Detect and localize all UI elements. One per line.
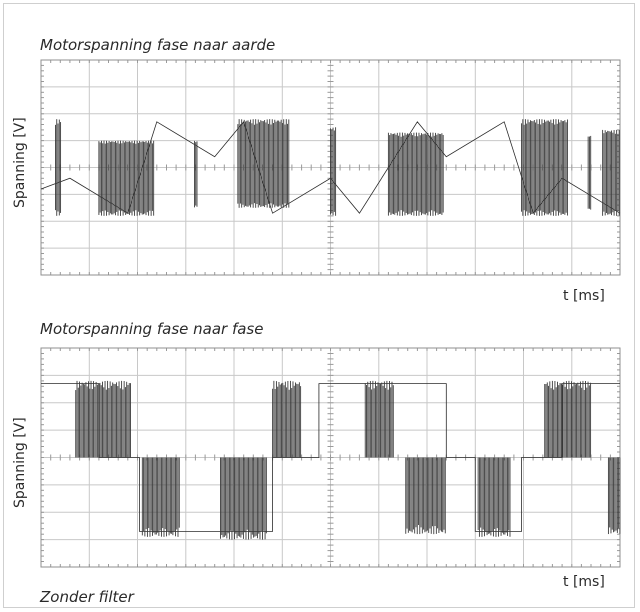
chart2-title: Motorspanning fase naar fase <box>40 320 264 338</box>
chart2-pulses <box>75 380 621 540</box>
chart2-series-line <box>41 383 620 532</box>
chart2-xlabel: t [ms] <box>563 574 605 590</box>
chart1-xlabel: t [ms] <box>563 288 605 304</box>
figure-frame <box>3 3 635 608</box>
chart1-plot <box>40 59 621 276</box>
chart1-border <box>40 59 621 276</box>
chart1-ylabel: Spanning [V] <box>12 117 28 208</box>
chart2-ticks <box>40 347 621 568</box>
chart2-plot <box>40 347 621 568</box>
chart2-ylabel: Spanning [V] <box>12 417 28 508</box>
chart1-pulses <box>55 119 620 216</box>
chart1-title: Motorspanning fase naar aarde <box>40 36 276 54</box>
figure-caption: Zonder filter <box>40 588 134 606</box>
